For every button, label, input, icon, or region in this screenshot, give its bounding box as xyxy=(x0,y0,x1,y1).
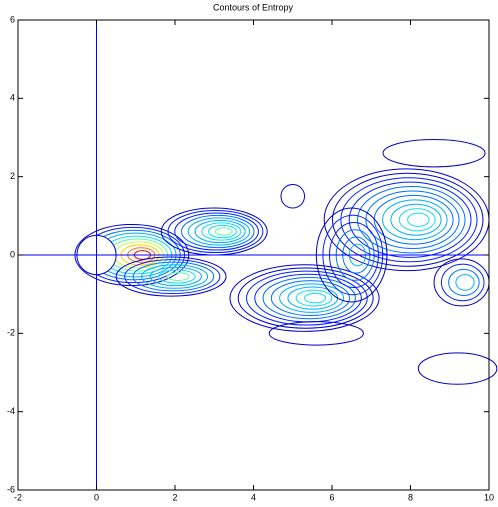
contour-line xyxy=(246,270,368,326)
x-tick-label: 2 xyxy=(172,492,177,502)
y-tick-label: 0 xyxy=(10,249,15,259)
y-tick-label: -2 xyxy=(7,328,15,338)
contour-line xyxy=(280,184,306,209)
contour-line xyxy=(229,264,380,332)
contour-line xyxy=(174,212,259,251)
contour-line xyxy=(279,283,345,313)
contour-line xyxy=(187,217,251,246)
contour-line xyxy=(303,292,327,304)
contour-line xyxy=(348,181,472,258)
y-tick-label: -4 xyxy=(7,406,15,416)
contour-line xyxy=(390,203,442,236)
x-tick-label: 6 xyxy=(329,492,334,502)
contour-line xyxy=(201,222,242,241)
contour-line xyxy=(237,267,374,329)
contour-line xyxy=(270,280,350,317)
contour-line xyxy=(448,268,480,296)
x-tick-label: 8 xyxy=(408,492,413,502)
contour-line xyxy=(407,212,430,227)
contour-line xyxy=(382,138,486,168)
contour-line xyxy=(340,177,478,263)
contour-line xyxy=(455,274,475,291)
x-tick-label: 10 xyxy=(484,492,494,502)
contour-line xyxy=(194,219,246,244)
y-tick-label: 4 xyxy=(10,93,15,103)
contour-line xyxy=(398,208,436,232)
contour-line xyxy=(214,227,233,236)
chart-title: Contours of Entropy xyxy=(213,2,294,12)
contour-line xyxy=(262,276,356,320)
contour-line xyxy=(158,269,196,284)
contour-line xyxy=(331,172,484,267)
y-tick-label: 2 xyxy=(10,171,15,181)
x-tick-label: 0 xyxy=(94,492,99,502)
y-tick-label: -6 xyxy=(7,484,15,494)
contour-line xyxy=(433,258,490,307)
contour-line xyxy=(254,273,362,323)
contour-line xyxy=(208,224,237,239)
contour-line xyxy=(440,263,485,302)
contour-line xyxy=(149,266,202,287)
contour-line xyxy=(417,352,498,385)
contour-line xyxy=(382,199,448,241)
plot-area xyxy=(18,20,498,490)
contour-line xyxy=(181,214,255,249)
contour-line xyxy=(141,264,209,289)
contour-line xyxy=(132,261,215,292)
x-tick-label: 4 xyxy=(251,492,256,502)
contour-line xyxy=(365,190,460,250)
contour-line xyxy=(295,289,333,307)
contour-line xyxy=(373,194,454,245)
contour-line xyxy=(167,209,264,254)
contour-line xyxy=(166,272,190,281)
contour-line xyxy=(115,256,227,297)
contour-line xyxy=(357,186,466,254)
contour-line xyxy=(268,321,364,346)
x-tick-label: -2 xyxy=(14,492,22,502)
y-tick-label: 6 xyxy=(10,14,15,24)
contour-line xyxy=(124,259,221,295)
